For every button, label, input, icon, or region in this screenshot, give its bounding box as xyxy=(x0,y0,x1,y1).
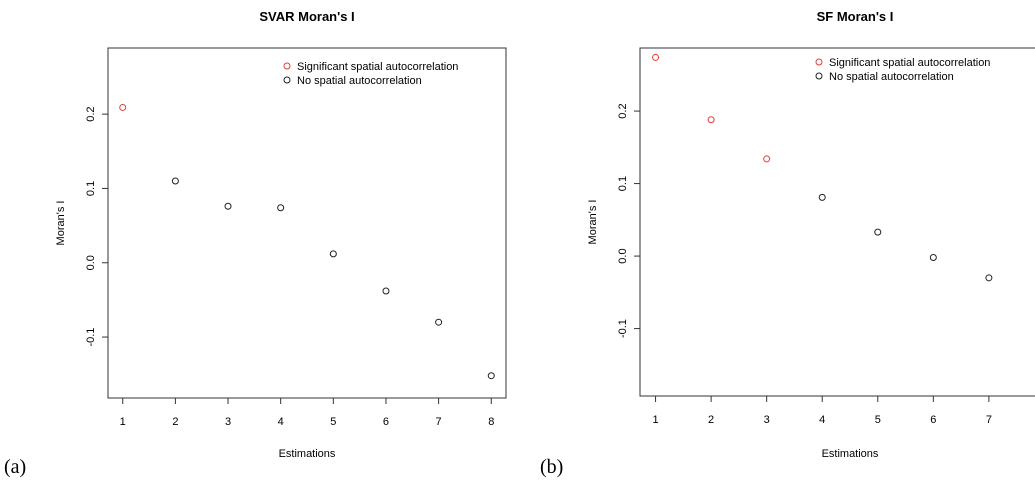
legend-label-significant-a: Significant spatial autocorrelation xyxy=(297,61,458,73)
y-tick-label: 0.0 xyxy=(85,255,97,270)
y-tick-label: -0.1 xyxy=(85,328,97,347)
x-tick-label: 7 xyxy=(436,416,442,428)
y-axis-b: 0.2 0.1 0.0 -0.1 xyxy=(617,103,640,338)
data-point-not-significant xyxy=(329,250,337,258)
y-axis-a: 0.2 0.1 0.0 -0.1 xyxy=(85,106,108,347)
x-axis-label-b: Estimations xyxy=(822,448,879,460)
panel-a: SVAR Moran's I 1 2 3 4 5 6 7 8 0.2 0.1 0.0 -0.1 Es… xyxy=(4,9,507,478)
x-tick-label: 3 xyxy=(225,416,231,428)
x-tick-label: 6 xyxy=(383,416,389,428)
data-point-not-significant xyxy=(171,177,179,185)
x-tick-label: 1 xyxy=(652,414,658,426)
x-tick-label: 2 xyxy=(172,416,178,428)
legend-marker-none-a xyxy=(283,76,291,84)
legend-marker-significant-b xyxy=(815,58,823,66)
data-point-not-significant xyxy=(818,193,826,201)
data-point-not-significant xyxy=(874,228,882,236)
y-tick-label: 0.2 xyxy=(85,106,97,121)
data-point-not-significant xyxy=(224,202,232,210)
data-point-not-significant xyxy=(382,287,390,295)
data-point-significant xyxy=(763,155,771,163)
chart-title-b: SF Moran's I xyxy=(817,9,894,24)
plot-frame-a xyxy=(107,47,507,399)
x-tick-label: 3 xyxy=(764,414,770,426)
x-tick-label: 2 xyxy=(708,414,714,426)
legend-label-none-a: No spatial autocorrelation xyxy=(297,75,422,87)
panel-label-a: (a) xyxy=(4,456,26,478)
y-tick-label: 0.0 xyxy=(617,248,629,263)
x-tick-label: 5 xyxy=(330,416,336,428)
data-points-b xyxy=(652,53,993,282)
y-tick-label: 0.1 xyxy=(617,176,629,191)
y-axis-label-b: Moran's I xyxy=(587,200,599,245)
x-tick-label: 5 xyxy=(875,414,881,426)
data-point-not-significant xyxy=(435,318,443,326)
legend-b: Significant spatial autocorrelation No s… xyxy=(815,57,990,83)
data-point-significant xyxy=(652,53,660,61)
data-points-a xyxy=(119,103,495,380)
data-point-not-significant xyxy=(929,254,937,262)
y-tick-label: 0.1 xyxy=(85,181,97,196)
plot-frame-b xyxy=(639,47,1035,397)
x-tick-label: 4 xyxy=(278,416,284,428)
panel-label-b: (b) xyxy=(540,456,563,478)
y-tick-label: -0.1 xyxy=(617,319,629,338)
data-point-not-significant xyxy=(277,204,285,212)
legend-label-none-b: No spatial autocorrelation xyxy=(829,71,954,83)
data-point-not-significant xyxy=(487,372,495,380)
data-point-not-significant xyxy=(985,274,993,282)
x-tick-label: 1 xyxy=(120,416,126,428)
y-axis-label-a: Moran's I xyxy=(55,201,67,246)
legend-marker-significant-a xyxy=(283,62,291,70)
chart-title-a: SVAR Moran's I xyxy=(259,9,354,24)
legend-a: Significant spatial autocorrelation No s… xyxy=(283,61,458,87)
y-tick-label: 0.2 xyxy=(617,103,629,118)
x-axis-label-a: Estimations xyxy=(279,448,336,460)
x-tick-label: 8 xyxy=(488,416,494,428)
x-tick-label: 4 xyxy=(819,414,825,426)
x-axis-a: 1 2 3 4 5 6 7 8 xyxy=(120,398,494,428)
legend-label-significant-b: Significant spatial autocorrelation xyxy=(829,57,990,69)
x-tick-label: 6 xyxy=(930,414,936,426)
legend-marker-none-b xyxy=(815,72,823,80)
x-tick-label: 7 xyxy=(986,414,992,426)
data-point-significant xyxy=(119,103,127,111)
data-point-significant xyxy=(707,116,715,124)
